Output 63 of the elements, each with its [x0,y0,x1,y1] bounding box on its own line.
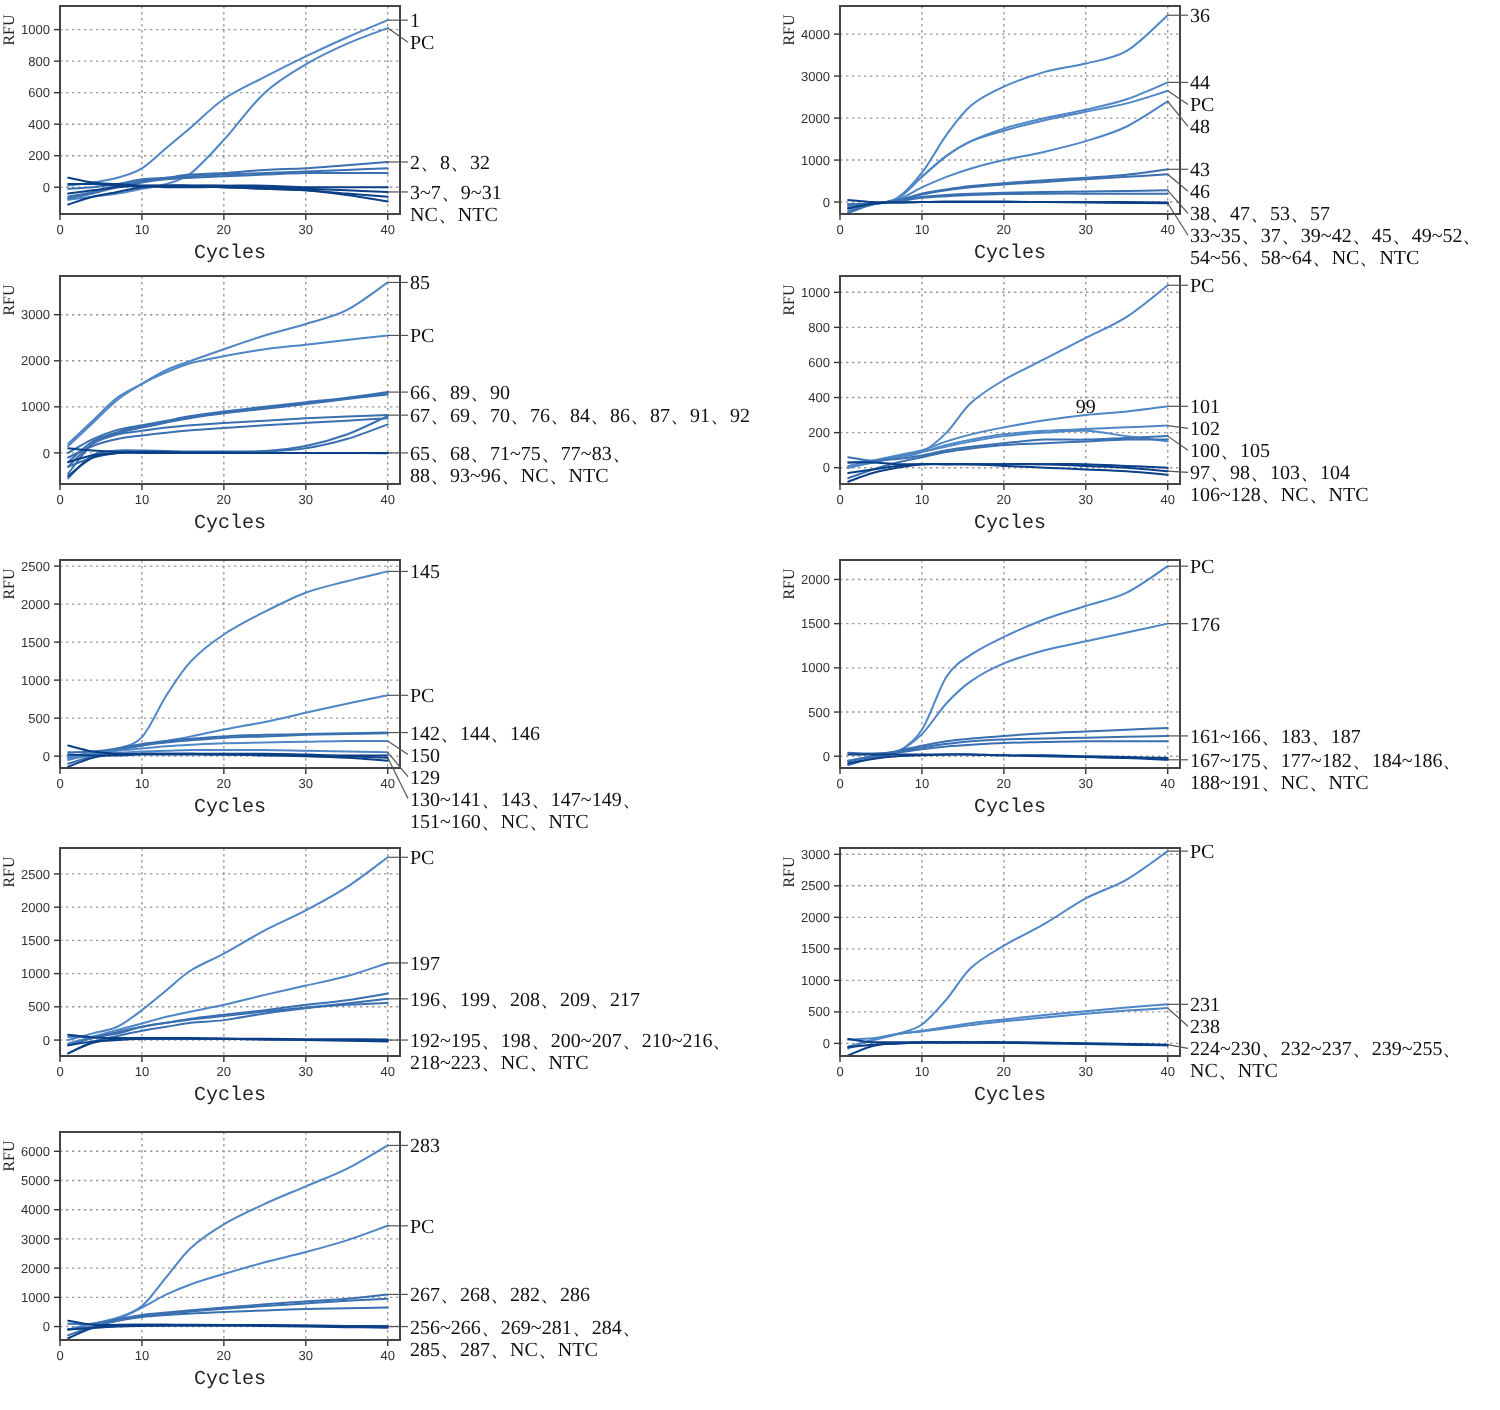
series-label: 33~35、37、39~42、45、49~52、 54~56、58~64、NC、NTC [1190,226,1483,271]
series-label: 129 [410,767,440,790]
series-label: PC [410,686,436,709]
series-label: 36 [1190,6,1210,29]
series-label: 46 [1190,182,1210,205]
y-axis-title: RFU [0,1139,18,1172]
series-label: 38、47、53、57 [1190,204,1330,227]
series-label: PC [410,326,436,349]
x-axis-title: Cycles [973,242,1047,266]
y-axis-title: RFU [0,13,18,46]
series-label: 100、105 [1190,441,1270,464]
series-label: PC [1190,842,1216,865]
series-label: 167~175、177~182、184~186、 188~191、NC、NTC [1190,750,1463,795]
x-axis-title: Cycles [193,1084,267,1108]
series-label: 2、8、32 [410,153,490,175]
x-axis-title: Cycles [193,796,267,820]
annotation: 99 [1075,396,1096,419]
series-label: 48 [1190,117,1210,140]
y-axis-title: RFU [780,283,798,316]
x-axis-title: Cycles [193,242,267,266]
series-label: 267、268、282、286 [410,1285,590,1308]
series-label: 1 [410,11,420,34]
y-axis-title: RFU [0,855,18,888]
y-axis-title: RFU [0,283,18,316]
y-axis-title: RFU [780,13,798,46]
series-label: 3~7、9~31 NC、NTC [410,182,502,227]
series-label: 66、89、90 [410,383,510,406]
series-label: 231 [1190,995,1220,1018]
series-label: 176 [1190,614,1220,637]
series-label: 65、68、71~75、77~83、 88、93~96、NC、NTC [410,443,632,488]
series-label: 130~141、143、147~149、 151~160、NC、NTC [410,789,642,834]
series-label: 224~230、232~237、239~255、 NC、NTC [1190,1039,1463,1084]
series-label: 256~266、269~281、284、 285、287、NC、NTC [410,1317,642,1362]
series-label: PC [410,1216,436,1239]
series-label: PC [1190,276,1216,299]
x-axis-title: Cycles [973,796,1047,820]
x-axis-title: Cycles [193,1368,267,1392]
x-axis-title: Cycles [193,512,267,536]
series-label: 192~195、198、200~207、210~216、 218~223、NC、NTC [410,1031,733,1076]
x-axis-title: Cycles [973,1084,1047,1108]
series-label: PC [1190,557,1216,580]
series-label: 196、199、208、209、217 [410,989,640,1012]
series-label: 238 [1190,1017,1220,1040]
x-axis-title: Cycles [973,512,1047,536]
series-label: PC [410,848,436,871]
series-label: 102 [1190,419,1220,442]
series-label: 44 [1190,73,1210,96]
series-label: 67、69、70、76、84、86、87、91、92 [410,406,750,429]
series-label: 161~166、183、187 [1190,726,1361,749]
y-axis-title: RFU [780,567,798,600]
series-label: 101 [1190,397,1220,420]
series-label: 142、144、146 [410,723,540,746]
series-label: 145 [410,562,440,585]
series-label: 197 [410,953,440,976]
series-label: 283 [410,1136,440,1159]
series-label: 150 [410,745,440,768]
series-label: 85 [410,273,430,296]
series-label: PC [1190,95,1216,118]
series-label: 97、98、103、104 106~128、NC、NTC [1190,463,1370,508]
series-label: PC [410,33,436,56]
y-axis-title: RFU [0,567,18,600]
y-axis-title: RFU [780,855,798,888]
series-label: 43 [1190,160,1210,183]
